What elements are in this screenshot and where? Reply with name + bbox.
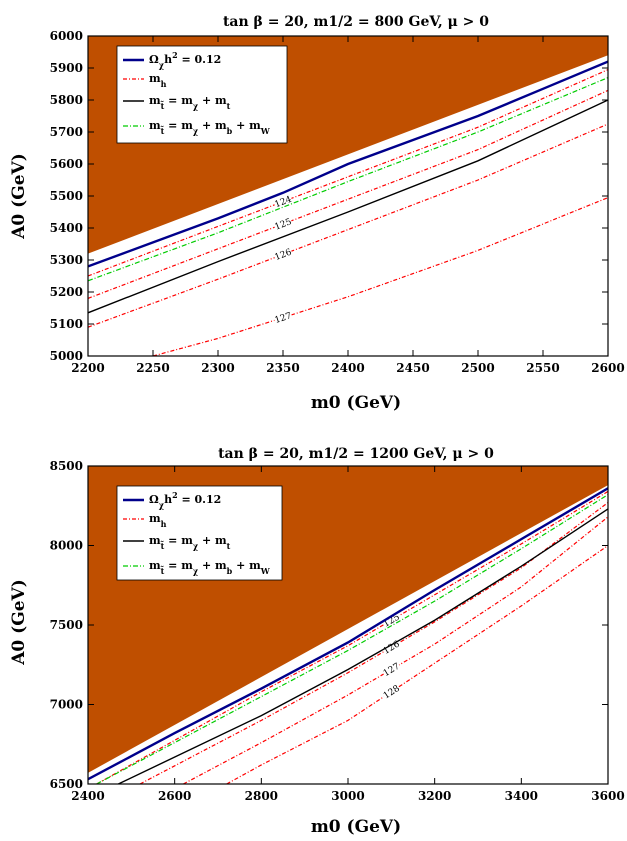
series-stop_bw xyxy=(88,77,608,282)
legend-entry-stop_bw: mt̃ = mχ + mb + mW xyxy=(149,119,271,136)
x-tick-label: 2550 xyxy=(526,361,559,375)
x-tick-label: 2300 xyxy=(201,361,234,375)
y-tick-label: 8000 xyxy=(50,539,83,553)
contour-label-bg xyxy=(381,638,402,657)
x-tick-label: 2200 xyxy=(71,361,104,375)
legend: Ωχh2 = 0.12 mh mt̃ = mχ + mt mt̃ = mχ + mb … xyxy=(116,485,283,581)
x-tick-label: 3400 xyxy=(505,789,538,803)
x-tick-label: 2600 xyxy=(158,789,191,803)
chart-title-bottom: tan β = 20, m1/2 = 1200 GeV, μ > 0 xyxy=(218,446,494,462)
y-axis-label-bottom: A0 (GeV) xyxy=(9,579,29,666)
legend-entry-mh: mh xyxy=(149,72,167,89)
y-axis-label-top: A0 (GeV) xyxy=(9,153,29,240)
y-tick-label: 5400 xyxy=(50,221,83,235)
series-relic xyxy=(88,487,608,781)
x-tick-label: 2450 xyxy=(396,361,429,375)
y-tick-label: 5600 xyxy=(50,157,83,171)
y-tick-label: 5700 xyxy=(50,125,83,139)
x-axis-label-bottom: m0 (GeV) xyxy=(311,817,401,837)
contour-label-127: 127 xyxy=(382,662,402,679)
series-stop_top xyxy=(118,508,608,784)
contour-label-bg xyxy=(272,246,294,263)
legend-entry-stop_top: mt̃ = mχ + mt xyxy=(149,94,231,111)
mh-contour-125 xyxy=(96,490,608,784)
y-tick-label: 5800 xyxy=(50,93,83,107)
x-tick-label: 2250 xyxy=(136,361,169,375)
contour-label-bg xyxy=(272,193,294,210)
x-tick-label: 3200 xyxy=(418,789,451,803)
y-tick-label: 7500 xyxy=(50,618,83,632)
y-tick-label: 5900 xyxy=(50,61,83,75)
contour-label-bg xyxy=(381,611,402,630)
contour-label-126: 126 xyxy=(274,248,294,264)
x-tick-label: 2400 xyxy=(331,361,364,375)
x-tick-label: 2350 xyxy=(266,361,299,375)
chart-panel-bottom: tan β = 20, m1/2 = 1200 GeV, μ > 0 m0 (G… xyxy=(9,446,625,837)
x-tick-label: 3600 xyxy=(591,789,624,803)
series-stop_top xyxy=(88,99,608,314)
contour-label-bg xyxy=(272,216,294,232)
legend-entry-mh: mh xyxy=(149,512,167,529)
x-axis-label-top: m0 (GeV) xyxy=(311,393,401,413)
mh-contour-128 xyxy=(226,545,608,784)
mh-contour-126 xyxy=(88,123,608,328)
contour-label-125: 125 xyxy=(274,217,294,233)
y-tick-label: 5000 xyxy=(50,349,83,363)
legend-entry-relic: Ωχh2 = 0.12 xyxy=(149,50,221,70)
contour-label-bg xyxy=(381,660,402,679)
chart-title-top: tan β = 20, m1/2 = 800 GeV, μ > 0 xyxy=(223,14,489,30)
contour-label-bg xyxy=(272,310,294,326)
y-tick-label: 5100 xyxy=(50,317,83,331)
legend-box xyxy=(116,45,288,144)
series-relic xyxy=(88,60,608,268)
y-tick-label: 6500 xyxy=(50,777,83,791)
mh-contour-124 xyxy=(88,69,608,277)
y-tick-label: 7000 xyxy=(50,698,83,712)
legend-entry-stop_top: mt̃ = mχ + mt xyxy=(149,534,231,551)
x-tick-label: 2400 xyxy=(71,789,104,803)
contour-label-124: 124 xyxy=(274,195,294,211)
y-tick-label: 5300 xyxy=(50,253,83,267)
legend: Ωχh2 = 0.12 mh mt̃ = mχ + mt mt̃ = mχ + mb … xyxy=(116,45,288,144)
legend-entry-stop_bw: mt̃ = mχ + mb + mW xyxy=(149,559,271,576)
contour-label-bg xyxy=(381,682,402,701)
x-tick-label: 2600 xyxy=(591,361,624,375)
y-tick-label: 8500 xyxy=(50,459,83,473)
legend-entry-relic: Ωχh2 = 0.12 xyxy=(149,490,221,510)
legend-box xyxy=(116,485,283,581)
y-tick-label: 5200 xyxy=(50,285,83,299)
mh-contour-125 xyxy=(88,89,608,299)
x-tick-label: 2800 xyxy=(245,789,278,803)
x-tick-label: 2500 xyxy=(461,361,494,375)
y-tick-label: 5500 xyxy=(50,189,83,203)
y-tick-label: 6000 xyxy=(50,29,83,43)
x-tick-label: 3000 xyxy=(331,789,364,803)
mh-contour-127 xyxy=(152,197,608,356)
series-stop_bw xyxy=(96,494,608,784)
chart-panel-top: tan β = 20, m1/2 = 800 GeV, μ > 0 m0 (Ge… xyxy=(9,14,625,413)
contour-label-127: 127 xyxy=(274,311,294,326)
